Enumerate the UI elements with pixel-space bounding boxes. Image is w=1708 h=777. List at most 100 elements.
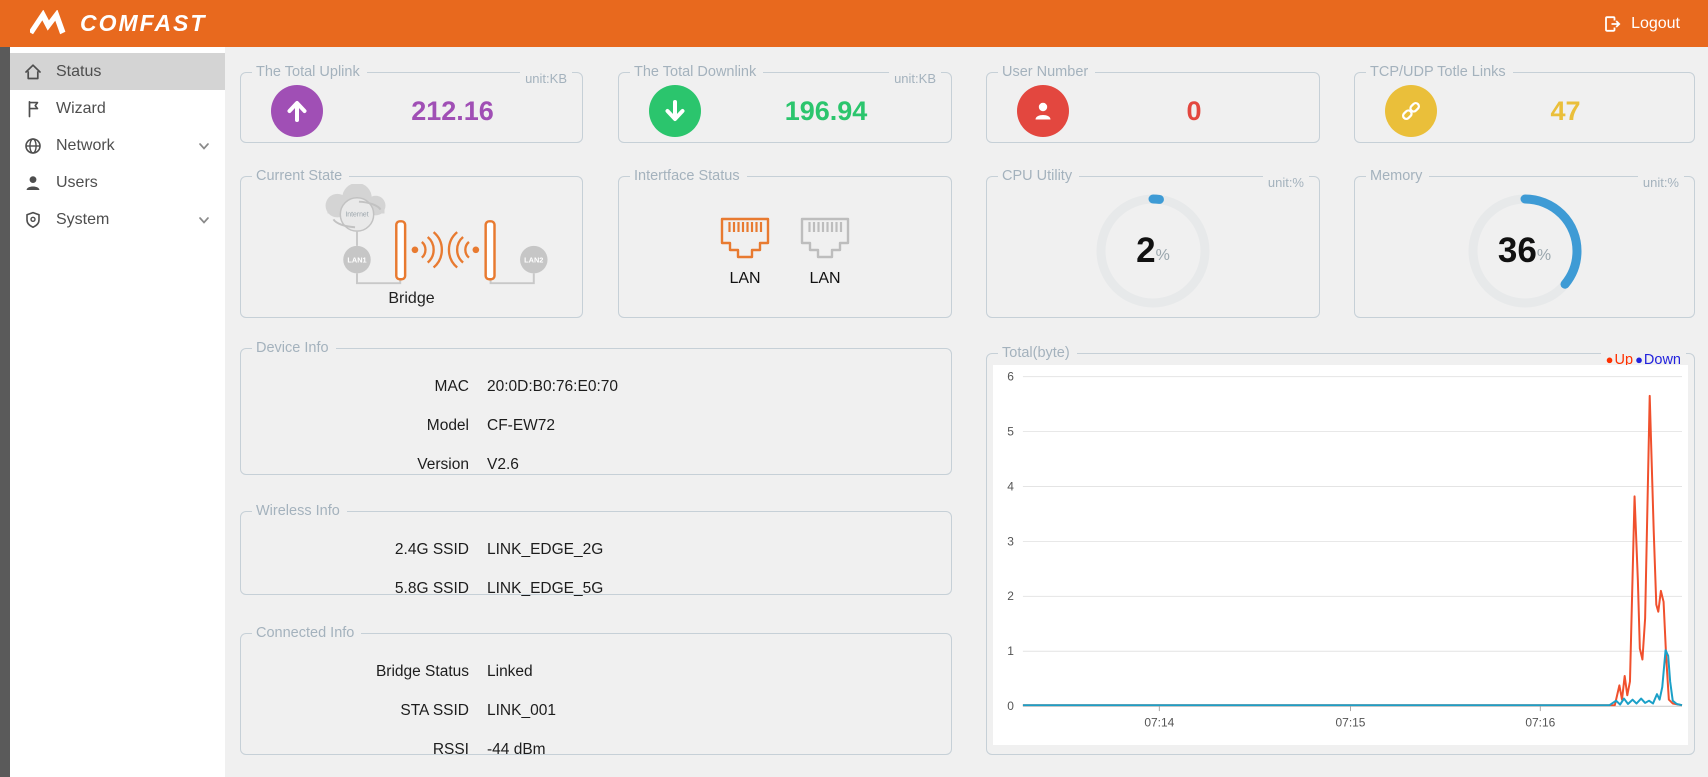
logout-button[interactable]: Logout [1602,14,1680,34]
home-icon [25,63,41,79]
interface-status-card: Intertface Status LAN [618,168,952,318]
sidebar-item-label: Status [56,62,102,80]
port-label: LAN [809,269,841,287]
card-title: Wireless Info [256,503,340,519]
gauge-value: 36 % [1463,189,1587,313]
legend-label-up: Up [1614,352,1634,368]
traffic-line-chart: 0 1 2 3 4 5 6 07:14 07:15 07:16 [1007,370,1683,730]
card-title: The Total Downlink [634,64,757,80]
card-title: Connected Info [256,625,355,641]
cpe-device-2 [483,220,496,281]
chart-plot-area: 0 1 2 3 4 5 6 07:14 07:15 07:16 [993,365,1688,745]
port-label: LAN [729,269,761,287]
card-title: CPU Utility [1002,168,1073,184]
cpu-gauge: 2 % [1091,189,1215,313]
wizard-flag-icon [28,100,39,117]
info-row: STA SSID LINK_001 [241,691,951,730]
arrow-down-icon [665,100,685,121]
uplink-circle-badge [271,85,323,137]
donut-gauge-icon [1096,194,1210,307]
sidebar-item-wizard[interactable]: Wizard [10,90,225,127]
svg-text:3: 3 [1007,534,1014,548]
card-title: TCP/UDP Totle Links [1370,64,1506,80]
globe-icon [25,137,41,154]
chain-link-icon [1401,101,1421,121]
cpu-utility-card: CPU Utility unit:% 2 % [986,168,1320,318]
legend-dot-down: ● [1635,352,1643,367]
unit-label: unit:KB [889,71,941,87]
ssid-2g-value: LINK_EDGE_2G [487,540,604,558]
cpu-percent-value: 2 [1136,230,1156,270]
card-body: 0 [987,80,1319,142]
unit-label: unit:% [1637,175,1684,191]
user-silhouette-icon [26,175,40,190]
card-body: Internet LAN1 LAN2 [241,184,582,317]
user-number-value: 0 [1186,95,1202,126]
user-number-card: User Number 0 [986,64,1320,143]
svg-text:4: 4 [1007,480,1014,494]
card-title: Device Info [256,340,329,356]
wifi-waves-icon [411,231,479,269]
percent-sign: % [1536,246,1552,264]
card-body: 196.94 [619,80,951,142]
info-label: Bridge Status [375,662,469,680]
svg-text:6: 6 [1007,370,1014,384]
downlink-circle-badge [649,85,701,137]
sidebar-item-status[interactable]: Status [10,53,225,90]
chart-title: Total(byte) [1002,345,1070,361]
bridge-status-value: Linked [487,662,533,680]
card-title: User Number [1002,64,1089,80]
svg-text:1: 1 [1007,644,1014,658]
info-row: RSSI -44 dBm [241,730,951,769]
tcp-udp-links-value: 47 [1550,95,1581,126]
info-row: Version V2.6 [241,445,951,484]
shield-gear-icon [26,211,40,228]
unit-label: unit:% [1262,175,1309,191]
svg-text:2: 2 [1007,589,1014,603]
card-body: 212.16 [241,80,582,142]
info-label: Model [426,416,469,434]
svg-text:07:15: 07:15 [1336,716,1366,730]
svg-text:07:16: 07:16 [1525,716,1555,730]
chevron-down-icon [199,216,209,224]
sidebar-item-network[interactable]: Network [10,127,225,164]
app-header: COMFAST Logout [0,0,1708,47]
card-title: The Total Uplink [256,64,360,80]
card-body: 47 [1355,80,1694,142]
info-row: 5.8G SSID LINK_EDGE_5G [241,569,951,608]
connected-info-card: Connected Info Bridge Status Linked STA … [240,625,952,758]
donut-gauge-icon [1468,194,1581,307]
version-value: V2.6 [487,455,519,473]
info-label: STA SSID [400,701,469,719]
sidebar-item-system[interactable]: System [10,201,225,238]
card-body: LAN LAN [619,184,951,317]
info-label: 2.4G SSID [394,540,469,558]
tcp-udp-links-card: TCP/UDP Totle Links 47 [1354,64,1695,143]
sidebar: Status Wizard Network [10,47,225,777]
gauge-value: 2 % [1091,189,1215,313]
comfast-logo-icon [30,9,66,34]
cpe-device-1 [394,220,406,281]
main-content: The Total Uplink unit:KB 212.16 The Tota… [225,47,1708,777]
chart-legend: ●Up ●Down [1600,351,1686,369]
ssid-5g-value: LINK_EDGE_5G [487,579,604,597]
ethernet-port-icon [800,217,850,258]
info-label: MAC [434,377,469,395]
svg-text:5: 5 [1007,425,1014,439]
sidebar-item-users[interactable]: Users [10,164,225,201]
info-row: 2.4G SSID LINK_EDGE_2G [241,530,951,569]
chevron-down-icon [199,142,209,150]
arrow-up-icon [287,101,307,122]
brand-logo: COMFAST [30,9,206,38]
card-title: Intertface Status [634,168,740,184]
card-body: 2.4G SSID LINK_EDGE_2G 5.8G SSID LINK_ED… [241,519,951,608]
device-info-card: Device Info MAC 20:0D:B0:76:E0:70 Model … [240,340,952,475]
legend-dot-up: ● [1605,352,1614,367]
info-row: Model CF-EW72 [241,406,951,445]
ethernet-port-icon [720,217,770,258]
total-downlink-card: The Total Downlink unit:KB 196.94 [618,64,952,143]
info-label: Version [417,455,469,473]
current-state-card: Current State Internet [240,168,583,318]
card-body: 2 % [987,184,1319,317]
